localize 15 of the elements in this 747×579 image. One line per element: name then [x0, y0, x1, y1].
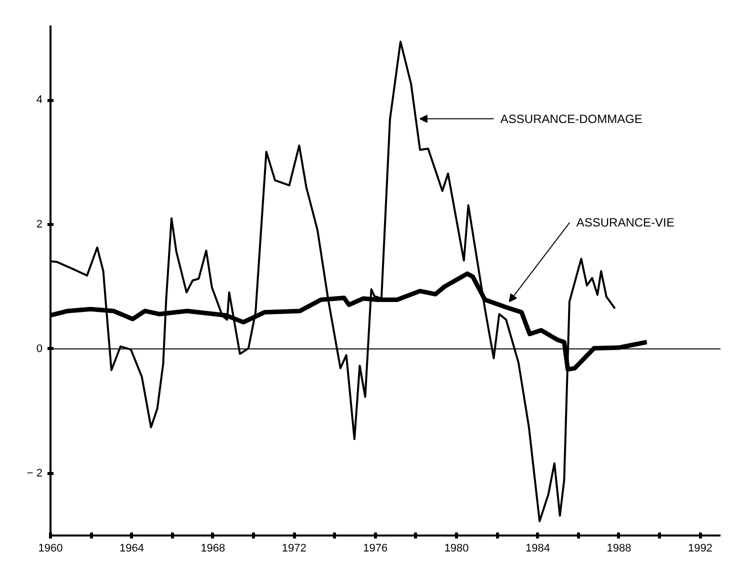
x-tick-label: 1964: [119, 542, 144, 554]
x-tick-label: 1988: [606, 542, 632, 554]
x-tick-label: 1980: [444, 542, 469, 554]
annotation: ASSURANCE-DOMMAGE: [500, 112, 642, 126]
annotation: ASSURANCE-VIE: [576, 216, 674, 230]
y-tick-label: 4: [36, 94, 43, 106]
x-tick-label: 1960: [38, 542, 63, 554]
y-tick-label: − 2: [26, 467, 43, 480]
x-tick-label: 1992: [688, 542, 712, 554]
x-tick-label: 1972: [282, 542, 306, 554]
y-tick-label: 2: [36, 218, 43, 231]
x-tick-label: 1984: [526, 542, 550, 554]
y-tick-label: 0: [36, 342, 43, 355]
x-tick-label: 1968: [200, 542, 226, 554]
x-tick-label: 1976: [363, 542, 388, 554]
